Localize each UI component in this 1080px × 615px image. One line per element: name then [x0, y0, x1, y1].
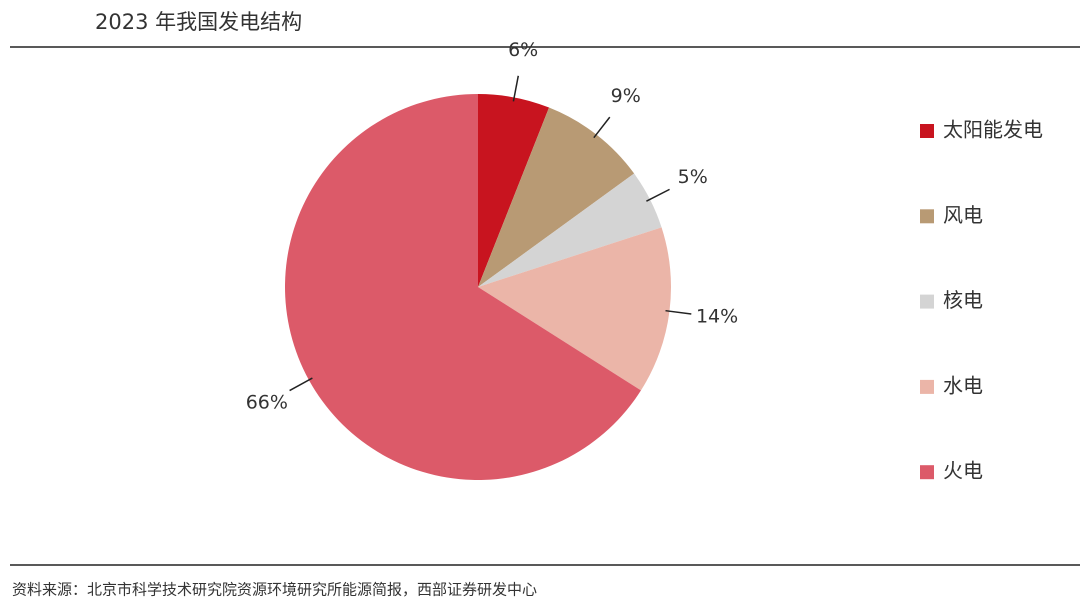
leader-line — [665, 309, 692, 315]
legend-label: 太阳能发电 — [943, 118, 1043, 142]
leader-line — [593, 116, 611, 139]
data-label: 6% — [508, 39, 538, 61]
pie-slice — [284, 94, 641, 481]
legend-swatch — [920, 465, 934, 480]
leader-line — [512, 75, 520, 102]
legend-label: 水电 — [943, 373, 983, 397]
legend-swatch — [920, 124, 934, 138]
legend-label: 核电 — [943, 288, 983, 312]
pie-slice — [478, 94, 550, 287]
data-label: 14% — [696, 306, 738, 328]
legend-swatch — [920, 294, 934, 309]
legend-swatch — [920, 209, 934, 224]
data-label: 5% — [678, 166, 708, 188]
data-label: 9% — [611, 85, 641, 107]
pie-slice — [478, 107, 635, 288]
leader-line — [646, 188, 670, 202]
chart-title: 2023 年我国发电结构 — [95, 10, 302, 34]
pie-slice — [478, 173, 662, 287]
legend-label: 风电 — [943, 203, 983, 227]
leader-line — [289, 377, 313, 392]
legend-label: 火电 — [943, 459, 983, 483]
legend-swatch — [920, 379, 934, 394]
data-label: 66% — [246, 392, 288, 414]
pie-slice — [478, 227, 671, 391]
source-note: 资料来源：北京市科学技术研究院资源环境研究所能源简报，西部证券研发中心 — [12, 581, 537, 599]
